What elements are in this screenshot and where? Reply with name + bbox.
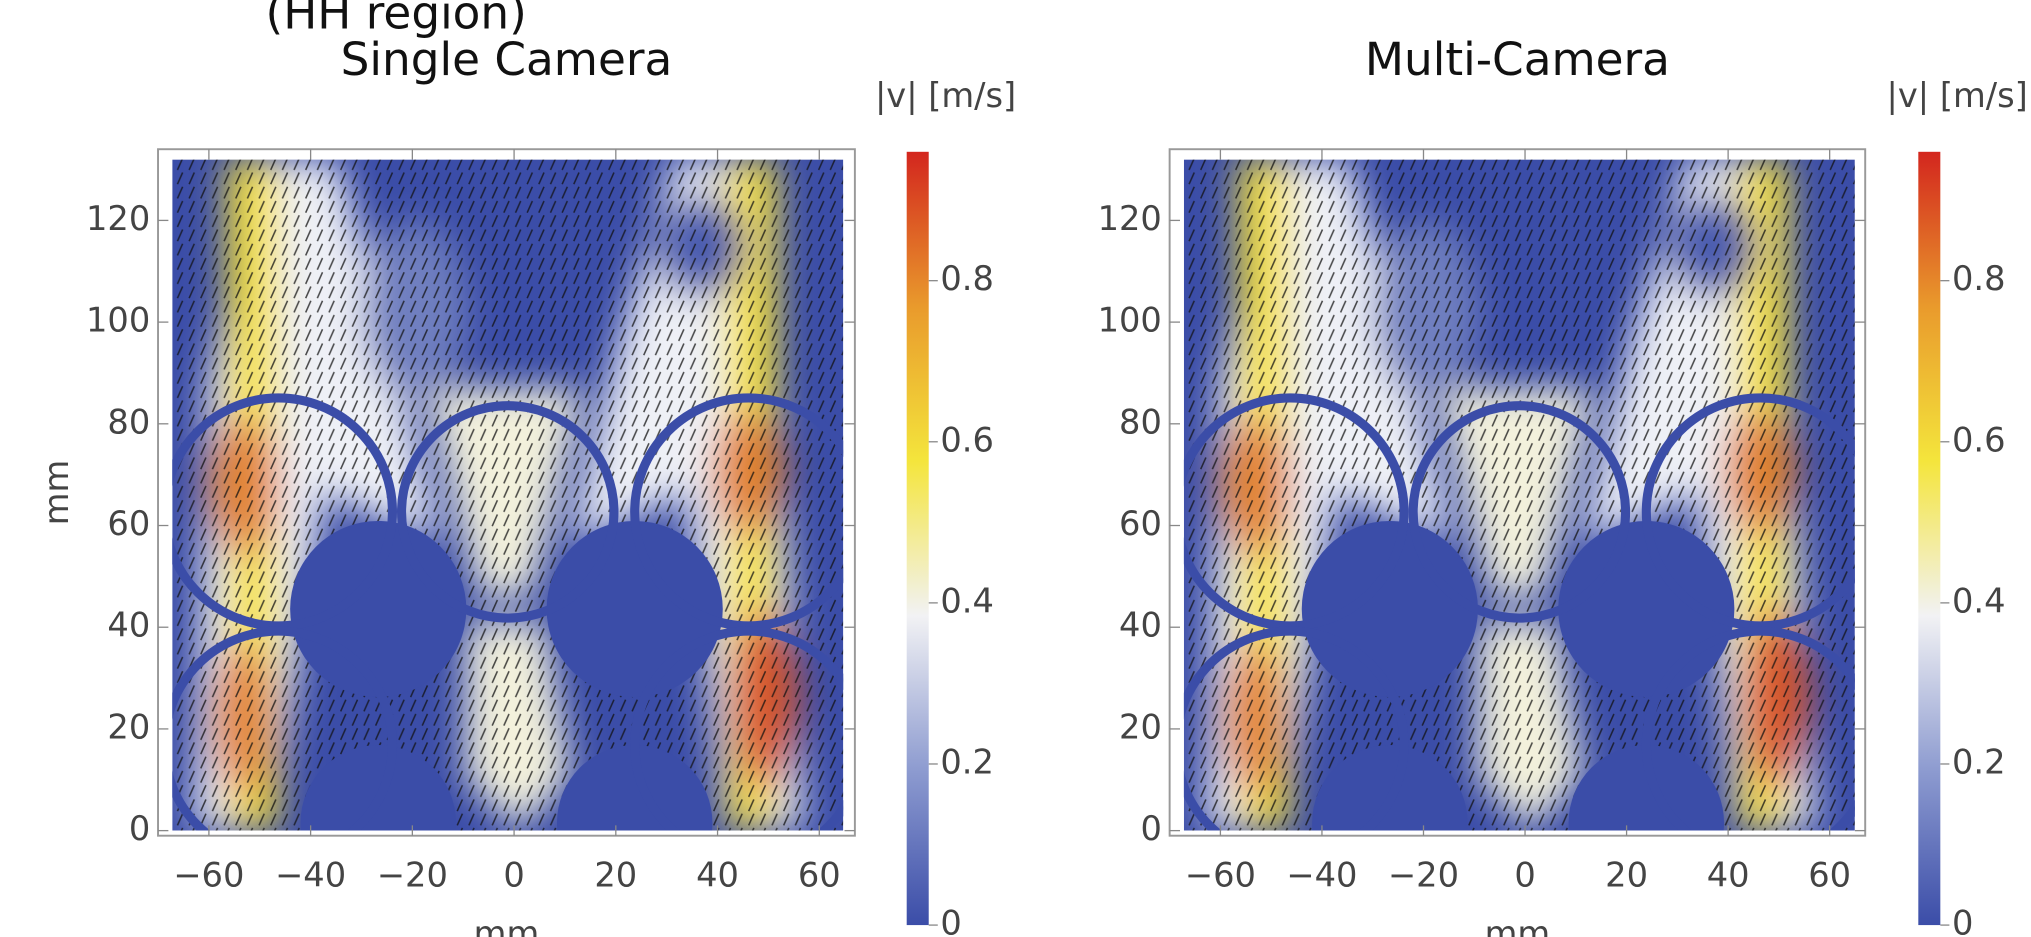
x-axis-label: mm bbox=[474, 914, 540, 937]
x-tick-label: 20 bbox=[594, 856, 637, 895]
y-tick-label: 120 bbox=[1098, 199, 1162, 238]
colorbar-tick-label: 0.8 bbox=[1952, 259, 2006, 298]
y-tick-label: 40 bbox=[1119, 606, 1162, 645]
x-tick-label: 0 bbox=[1514, 856, 1535, 895]
chart-title: Single Camera bbox=[341, 33, 673, 86]
y-tick-label: 60 bbox=[1119, 504, 1162, 543]
x-tick-label: −60 bbox=[173, 856, 244, 895]
x-tick-label: −40 bbox=[1286, 856, 1357, 895]
header-text: (HH region) bbox=[266, 0, 527, 39]
x-tick-label: 20 bbox=[1605, 856, 1648, 895]
field-left bbox=[165, 160, 863, 901]
colorbar-tick-label: 0.6 bbox=[1952, 420, 2006, 459]
y-tick-label: 80 bbox=[1119, 402, 1162, 441]
x-tick-label: 60 bbox=[798, 856, 841, 895]
colorbar bbox=[906, 151, 929, 926]
y-tick-label: 40 bbox=[107, 606, 150, 645]
colorbar-tick-label: 0.6 bbox=[940, 420, 994, 459]
x-tick-label: −40 bbox=[275, 856, 346, 895]
y-tick-label: 100 bbox=[1098, 301, 1162, 340]
colorbar-tick-label: 0 bbox=[940, 904, 961, 937]
y-tick-label: 100 bbox=[86, 301, 150, 340]
colorbar-tick-label: 0.4 bbox=[940, 581, 994, 620]
y-tick-label: 0 bbox=[129, 809, 150, 848]
plot-frame bbox=[1168, 148, 1867, 837]
colorbar-tick-label: 0.2 bbox=[1952, 742, 2006, 781]
x-axis-label: mm bbox=[1485, 914, 1551, 937]
x-tick-label: 40 bbox=[696, 856, 739, 895]
x-tick-label: 0 bbox=[503, 856, 524, 895]
y-axis-label: mm bbox=[37, 460, 76, 526]
y-tick-label: 60 bbox=[107, 504, 150, 543]
y-tick-label: 20 bbox=[107, 707, 150, 746]
x-tick-label: −20 bbox=[1388, 856, 1459, 895]
plot-frame bbox=[157, 148, 856, 837]
y-tick-label: 20 bbox=[1119, 707, 1162, 746]
y-tick-label: 120 bbox=[86, 199, 150, 238]
colorbar-tick-label: 0.2 bbox=[940, 742, 994, 781]
field-right bbox=[1176, 160, 1874, 901]
y-tick-label: 80 bbox=[107, 402, 150, 441]
colorbar-label: |v| [m/s] bbox=[1887, 76, 2028, 115]
chart-title: Multi-Camera bbox=[1365, 33, 1670, 86]
colorbar bbox=[1918, 151, 1941, 926]
y-tick-label: 0 bbox=[1140, 809, 1161, 848]
colorbar-label: |v| [m/s] bbox=[875, 76, 1016, 115]
x-tick-label: 60 bbox=[1808, 856, 1851, 895]
x-tick-label: 40 bbox=[1707, 856, 1750, 895]
colorbar-tick-label: 0 bbox=[1952, 904, 1973, 937]
colorbar-tick-label: 0.4 bbox=[1952, 581, 2006, 620]
colorbar-tick-label: 0.8 bbox=[940, 259, 994, 298]
x-tick-label: −60 bbox=[1185, 856, 1256, 895]
x-tick-label: −20 bbox=[377, 856, 448, 895]
